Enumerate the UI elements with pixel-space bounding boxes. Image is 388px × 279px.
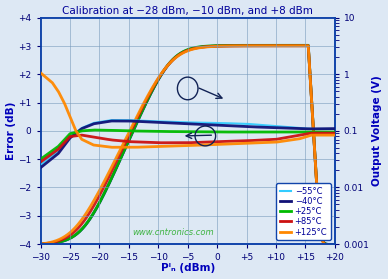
Text: www.cntronics.com: www.cntronics.com	[132, 228, 214, 237]
Y-axis label: Error (dB): Error (dB)	[5, 102, 16, 160]
Title: Calibration at −28 dBm, −10 dBm, and +8 dBm: Calibration at −28 dBm, −10 dBm, and +8 …	[62, 6, 313, 16]
X-axis label: Pᴵₙ (dBm): Pᴵₙ (dBm)	[161, 263, 215, 273]
Legend: −55°C, −40°C, +25°C, +85°C, +125°C: −55°C, −40°C, +25°C, +85°C, +125°C	[276, 183, 331, 240]
Y-axis label: Output Voltage (V): Output Voltage (V)	[372, 76, 383, 186]
